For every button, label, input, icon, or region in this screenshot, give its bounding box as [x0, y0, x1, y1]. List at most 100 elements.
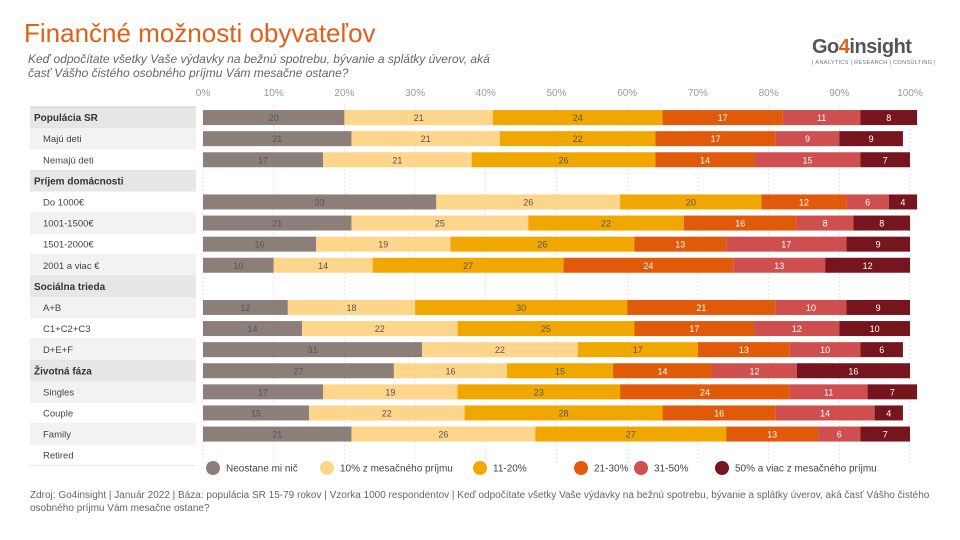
bar-segment — [853, 215, 910, 231]
bar-segment — [761, 194, 847, 210]
bar-value-label: 7 — [883, 430, 888, 440]
bar-segment — [860, 110, 918, 126]
bar-segment — [563, 257, 734, 273]
bar-segment — [655, 152, 755, 168]
bar-value-label: 26 — [537, 240, 547, 250]
bar-segment — [372, 257, 564, 273]
bar-segment — [316, 236, 451, 252]
bar-segment — [528, 215, 684, 231]
bar-value-label: 12 — [240, 303, 250, 313]
row-label-background — [30, 170, 196, 192]
row-label-background — [30, 128, 196, 150]
bar-value-label: 21 — [696, 303, 706, 313]
bar-segment — [457, 384, 621, 400]
row-label: Retired — [43, 451, 74, 462]
x-tick-label: 60% — [617, 88, 637, 99]
bar-value-label: 22 — [495, 345, 505, 355]
logo-tagline: | ANALYTICS | RESEARCH | CONSULTING | — [812, 60, 936, 66]
row-label: A+B — [43, 303, 61, 314]
row-label-background — [30, 275, 196, 297]
bar-segment — [471, 152, 656, 168]
bar-segment — [775, 405, 875, 421]
logo-wordmark: Go4insight — [812, 36, 936, 59]
bar-value-label: 17 — [689, 324, 699, 334]
bar-segment — [789, 342, 861, 358]
category-label: Populácia SR — [34, 113, 99, 124]
bar-value-label: 10 — [870, 324, 880, 334]
bar-segment — [436, 194, 621, 210]
bar-segment — [344, 110, 493, 126]
bar-value-label: 21 — [272, 430, 282, 440]
bar-value-label: 7 — [890, 387, 895, 397]
bar-value-label: 31 — [308, 345, 318, 355]
bar-value-label: 6 — [879, 345, 884, 355]
bar-segment — [775, 131, 840, 147]
logo-digit: 4 — [838, 36, 850, 58]
x-tick-label: 30% — [405, 88, 425, 99]
bar-segment — [634, 236, 727, 252]
bar-value-label: 17 — [711, 134, 721, 144]
x-tick-label: 50% — [546, 88, 566, 99]
bar-value-label: 27 — [626, 430, 636, 440]
bar-value-label: 24 — [643, 261, 653, 271]
bar-value-label: 22 — [382, 408, 392, 418]
bar-segment — [535, 426, 727, 442]
bar-segment — [203, 257, 274, 273]
bar-segment — [860, 426, 910, 442]
bar-value-label: 26 — [523, 197, 533, 207]
bar-segment — [860, 152, 910, 168]
legend-label: 10% z mesačného príjmu — [340, 464, 453, 475]
bar-value-label: 18 — [346, 303, 356, 313]
bar-value-label: 23 — [534, 387, 544, 397]
bar-value-label: 9 — [869, 134, 874, 144]
bar-value-label: 28 — [559, 408, 569, 418]
bar-value-label: 14 — [820, 408, 830, 418]
bar-value-label: 25 — [435, 219, 445, 229]
bar-segment — [577, 342, 698, 358]
bar-value-label: 15 — [802, 155, 812, 165]
row-label: Singles — [43, 387, 74, 398]
bar-value-label: 16 — [848, 366, 858, 376]
bar-segment — [203, 342, 423, 358]
row-label: Nemajú deti — [43, 155, 94, 166]
row-label-background — [30, 296, 196, 318]
page-title: Finančné možnosti obyvateľov — [24, 18, 376, 48]
bar-value-label: 15 — [555, 366, 565, 376]
bar-value-label: 12 — [799, 197, 809, 207]
bar-value-label: 4 — [900, 197, 905, 207]
bar-segment — [323, 152, 472, 168]
row-label: C1+C2+C3 — [43, 324, 91, 335]
bar-value-label: 8 — [823, 219, 828, 229]
bar-segment — [846, 194, 889, 210]
legend-label: 50% a viac z mesačného príjmu — [735, 464, 877, 475]
bar-segment — [874, 405, 903, 421]
bar-value-label: 20 — [269, 113, 279, 123]
legend-marker — [320, 461, 334, 475]
bar-value-label: 26 — [559, 155, 569, 165]
category-label: Príjem domácnosti — [34, 176, 124, 187]
row-label-background — [30, 444, 196, 466]
bar-value-label: 6 — [837, 430, 842, 440]
bar-value-label: 4 — [886, 408, 891, 418]
bar-segment — [860, 342, 903, 358]
bar-segment — [726, 426, 819, 442]
bar-segment — [393, 363, 508, 379]
bar-value-label: 15 — [251, 408, 261, 418]
bar-segment — [203, 236, 317, 252]
x-tick-label: 90% — [829, 88, 849, 99]
bar-value-label: 8 — [886, 113, 891, 123]
bar-segment — [846, 299, 910, 315]
bar-segment — [203, 363, 394, 379]
row-label: Family — [43, 430, 71, 441]
row-label-background — [30, 149, 196, 171]
bar-value-label: 21 — [421, 134, 431, 144]
row-label-background — [30, 423, 196, 445]
bar-segment — [492, 110, 663, 126]
bar-segment — [754, 321, 840, 337]
bar-value-label: 10 — [820, 345, 830, 355]
bar-value-label: 7 — [883, 155, 888, 165]
bar-segment — [754, 152, 861, 168]
bar-segment — [620, 384, 790, 400]
legend-marker — [206, 461, 220, 475]
bar-value-label: 10 — [806, 303, 816, 313]
